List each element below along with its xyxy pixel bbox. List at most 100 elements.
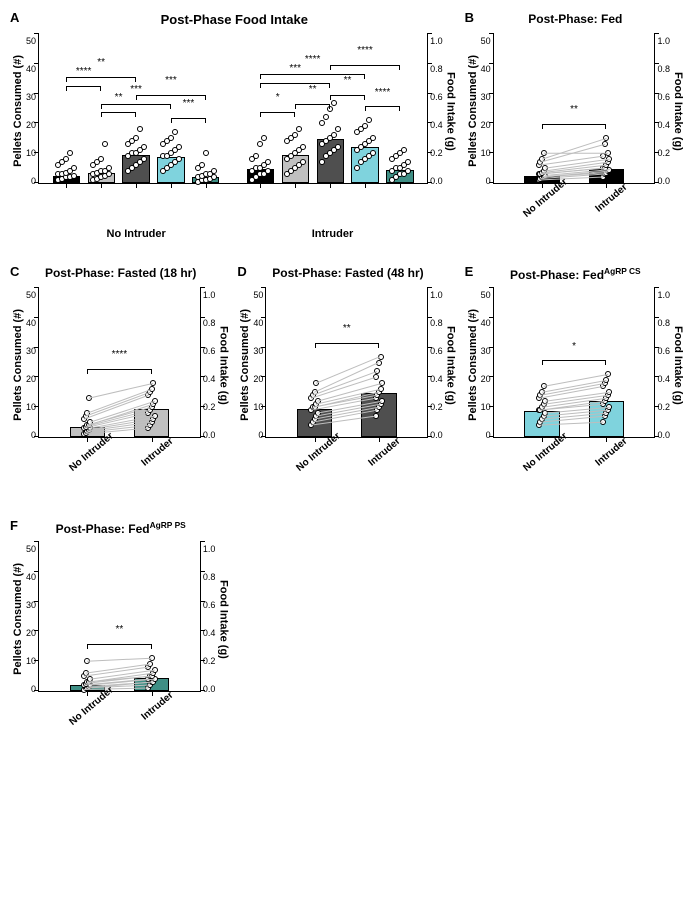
significance-label: ****: [375, 87, 391, 98]
significance-bracket: [87, 369, 151, 374]
chart-C: Pellets Consumed (#) 50403020100 **** 1.…: [12, 288, 229, 442]
panel-title-C: Post-Phase: Fasted (18 hr): [12, 266, 229, 284]
chart-A: Pellets Consumed (#) 50403020100 *******…: [12, 34, 457, 188]
chart-D: Pellets Consumed (#) 50403020100 ** 1.00…: [239, 288, 456, 442]
data-point: [133, 135, 139, 141]
panel-label-E: E: [465, 264, 474, 279]
data-point: [211, 168, 217, 174]
panel-label-F: F: [10, 518, 18, 533]
significance-bracket: [260, 112, 295, 117]
y-left-ticks: 50403020100: [24, 34, 38, 188]
y-left-label: Pellets Consumed (#): [467, 309, 479, 421]
data-point: [292, 132, 298, 138]
data-point: [323, 114, 329, 120]
significance-label: *: [572, 341, 576, 352]
data-point: [257, 141, 263, 147]
panel-F: F Post-Phase: FedAgRP PS Pellets Consume…: [12, 520, 229, 756]
y-left-label: Pellets Consumed (#): [467, 55, 479, 167]
y-left-ticks: 50403020100: [24, 542, 38, 696]
significance-label: **: [116, 624, 124, 635]
y-right-label: Food Intake (g): [672, 72, 684, 151]
figure-grid: A Post-Phase Food Intake Pellets Consume…: [12, 12, 684, 756]
significance-label: **: [344, 75, 352, 86]
panel-label-D: D: [237, 264, 246, 279]
data-point: [331, 132, 337, 138]
y-right-ticks: 1.00.80.60.40.20.0: [201, 288, 218, 442]
data-point: [199, 162, 205, 168]
significance-bracket: [295, 104, 330, 109]
panel-B: B Post-Phase: Fed Pellets Consumed (#) 5…: [467, 12, 684, 248]
data-point: [102, 141, 108, 147]
chart-E: Pellets Consumed (#) 50403020100 * 1.00.…: [467, 288, 684, 442]
data-point: [401, 147, 407, 153]
data-point: [296, 126, 302, 132]
significance-label: **: [343, 323, 351, 334]
panel-E: E Post-Phase: FedAgRP CS Pellets Consume…: [467, 266, 684, 502]
data-point: [300, 159, 306, 165]
y-right-ticks: 1.00.80.60.40.20.0: [655, 34, 672, 188]
y-right-label: Food Intake (g): [217, 580, 229, 659]
significance-bracket: [330, 95, 365, 100]
data-point: [176, 156, 182, 162]
plot-area-F: **: [38, 542, 201, 692]
data-point: [168, 135, 174, 141]
data-point: [141, 144, 147, 150]
data-point: [366, 117, 372, 123]
significance-label: ***: [130, 84, 142, 95]
significance-bracket: [66, 77, 136, 82]
panel-label-B: B: [465, 10, 474, 25]
data-point: [71, 165, 77, 171]
significance-bracket: [101, 112, 136, 117]
x-group-label: Intruder: [312, 228, 354, 240]
data-point: [331, 100, 337, 106]
data-point: [261, 135, 267, 141]
panel-D: D Post-Phase: Fasted (48 hr) Pellets Con…: [239, 266, 456, 502]
data-point: [253, 153, 259, 159]
data-point: [106, 165, 112, 171]
panel-title-A: Post-Phase Food Intake: [12, 12, 457, 30]
significance-label: ****: [357, 45, 373, 56]
panel-A: A Post-Phase Food Intake Pellets Consume…: [12, 12, 457, 248]
panel-title-B: Post-Phase: Fed: [467, 12, 684, 30]
data-point: [319, 120, 325, 126]
y-right-label: Food Intake (g): [445, 326, 457, 405]
x-group-label: No Intruder: [107, 228, 166, 240]
x-labels-E: No IntruderIntruder: [493, 442, 658, 502]
significance-label: ***: [165, 75, 177, 86]
x-labels-C: No IntruderIntruder: [38, 442, 203, 502]
data-point: [176, 144, 182, 150]
x-labels-F: No IntruderIntruder: [38, 696, 203, 756]
x-labels-B: No IntruderIntruder: [493, 188, 658, 248]
y-left-ticks: 50403020100: [251, 288, 265, 442]
data-point: [405, 168, 411, 174]
significance-bracket: [87, 644, 151, 649]
significance-label: ****: [112, 349, 128, 360]
plot-area-B: **: [493, 34, 656, 184]
y-right-ticks: 1.00.80.60.40.20.0: [201, 542, 218, 696]
data-point: [63, 156, 69, 162]
data-point: [141, 156, 147, 162]
significance-label: *: [276, 92, 280, 103]
plot-area-A: *************************************: [38, 34, 428, 184]
y-left-ticks: 50403020100: [479, 288, 493, 442]
y-right-label: Food Intake (g): [445, 72, 457, 151]
y-left-label: Pellets Consumed (#): [239, 309, 251, 421]
data-point: [335, 126, 341, 132]
y-left-label: Pellets Consumed (#): [12, 55, 24, 167]
significance-label: ***: [183, 98, 195, 109]
y-right-ticks: 1.00.80.60.40.20.0: [428, 288, 445, 442]
significance-label: **: [309, 84, 317, 95]
panel-C: C Post-Phase: Fasted (18 hr) Pellets Con…: [12, 266, 229, 502]
data-point: [405, 159, 411, 165]
significance-bracket: [66, 86, 101, 91]
data-point: [98, 156, 104, 162]
panel-title-E: Post-Phase: FedAgRP CS: [467, 266, 684, 284]
panel-title-D: Post-Phase: Fasted (48 hr): [239, 266, 456, 284]
significance-bracket: [315, 343, 379, 348]
significance-bracket: [101, 104, 171, 109]
plot-area-D: **: [265, 288, 428, 438]
x-labels-A: No Intruder Intruder: [38, 188, 431, 248]
y-right-label: Food Intake (g): [217, 326, 229, 405]
data-point: [335, 144, 341, 150]
panel-label-C: C: [10, 264, 19, 279]
